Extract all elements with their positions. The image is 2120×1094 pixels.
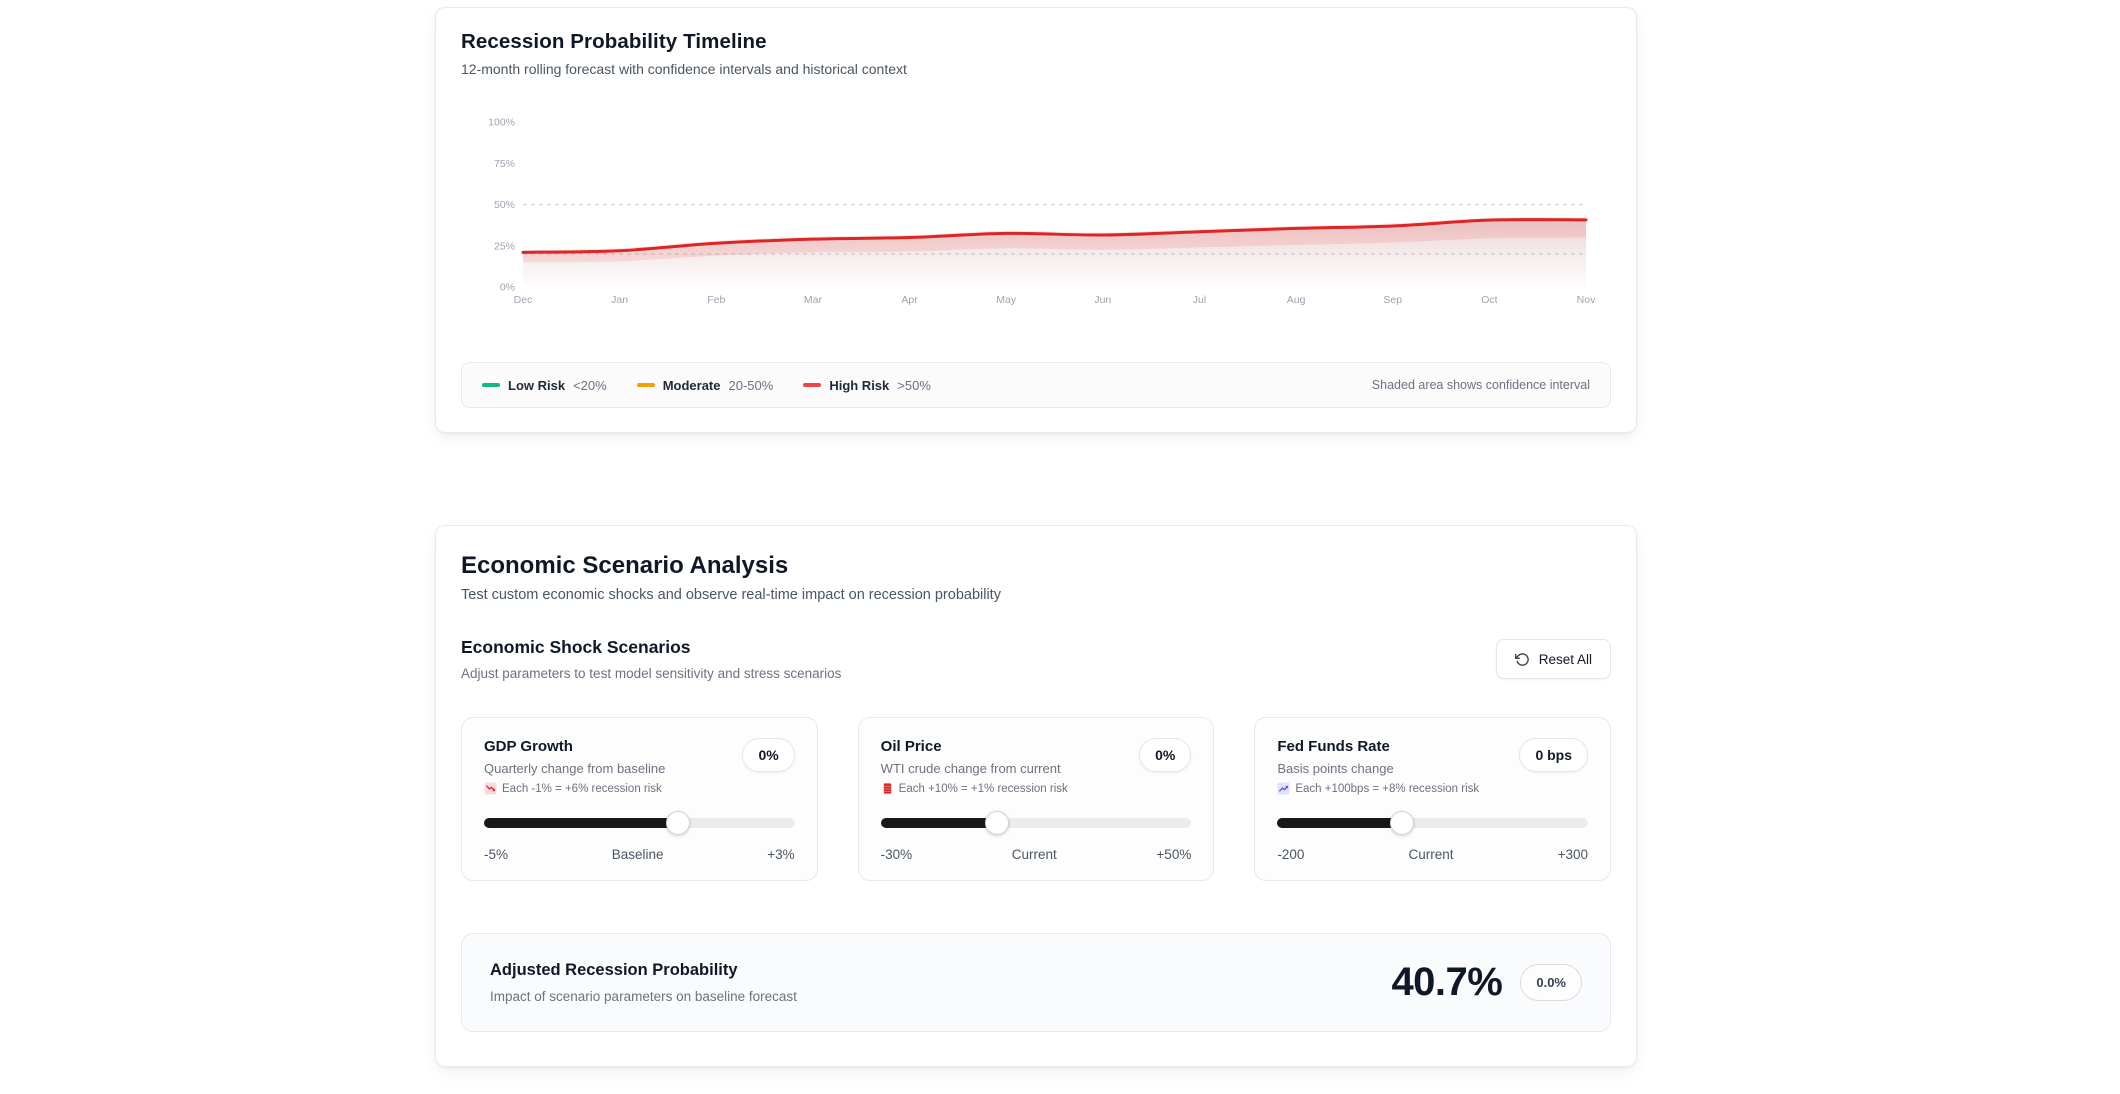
result-subtitle: Impact of scenario parameters on baselin… [490,989,797,1004]
legend-item-low-risk: Low Risk <20% [482,378,607,393]
slider-track[interactable] [1277,818,1589,828]
slider-card-oil-price: Oil Price WTI crude change from current … [857,717,1215,881]
svg-text:Mar: Mar [804,294,823,306]
timeline-subtitle: 12-month rolling forecast with confidenc… [461,61,907,77]
legend-range: >50% [897,377,931,393]
reset-all-label: Reset All [1538,651,1592,667]
slider-fill [1277,818,1402,828]
dashboard: Recession Probability Timeline 12-month … [435,7,1637,1067]
impact-text: Each -1% = +6% recession risk [502,782,662,795]
slider-impact: Each -1% = +6% recession risk [484,782,665,795]
slider-description: Basis points change [1277,761,1394,776]
scale-mid: Current [1408,847,1454,862]
timeline-title: Recession Probability Timeline [461,30,767,53]
svg-text:May: May [996,294,1017,306]
scale-mid: Current [1011,847,1057,862]
svg-text:0%: 0% [500,282,515,294]
slider-title: GDP Growth [484,738,573,755]
slider-title: Fed Funds Rate [1277,738,1390,755]
slider-fill [880,818,998,828]
legend-label: Moderate [662,377,721,393]
fed-slider[interactable] [1277,811,1589,835]
scale-mid: Baseline [611,847,664,862]
legend-range: <20% [573,377,607,393]
confidence-interval-note: Shaded area shows confidence interval [1371,378,1590,392]
scale-min: -30% [880,847,913,862]
legend-label: High Risk [829,377,890,393]
legend-item-high-risk: High Risk >50% [803,378,931,393]
reset-icon [1514,652,1529,666]
gdp-slider[interactable] [484,811,795,835]
chart-decreasing-icon [484,782,497,795]
chart-legend-bar: Low Risk <20% Moderate 20-50% High Risk … [461,362,1611,408]
fed-value-badge: 0 bps [1519,738,1589,772]
svg-text:Apr: Apr [901,294,918,306]
high-risk-dash-icon [803,383,822,387]
recession-probability-chart: 0% 25% 50% 75% 100% Dec Jan Feb Mar Apr May Jun Jul A… [488,117,1596,307]
slider-thumb[interactable] [666,811,691,835]
legend-range: 20-50% [728,377,774,393]
svg-text:50%: 50% [494,199,515,211]
slider-description: WTI crude change from current [880,761,1061,776]
slider-description: Quarterly change from baseline [484,761,666,776]
svg-text:Dec: Dec [514,294,533,306]
svg-text:Jul: Jul [1193,294,1206,306]
scale-min: -5% [484,847,509,862]
impact-text: Each +100bps = +8% recession risk [1295,782,1480,795]
oil-slider[interactable] [880,811,1192,835]
slider-card-gdp-growth: GDP Growth Quarterly change from baselin… [461,717,818,881]
svg-text:Jun: Jun [1094,294,1111,306]
scenario-card: Economic Scenario Analysis Test custom e… [435,525,1637,1067]
svg-text:100%: 100% [488,117,515,129]
scenario-subtitle: Test custom economic shocks and observe … [461,587,1001,603]
scenario-title: Economic Scenario Analysis [461,552,789,579]
section-title: Economic Shock Scenarios [461,637,691,657]
slider-title: Oil Price [880,738,942,755]
timeline-card: Recession Probability Timeline 12-month … [435,7,1637,433]
chart-area: 0% 25% 50% 75% 100% Dec Jan Feb Mar Apr May Jun Jul A… [461,107,1611,316]
scale-min: -200 [1277,847,1305,862]
svg-text:Feb: Feb [707,294,725,306]
low-risk-dash-icon [482,383,500,387]
scale-max: +50% [1156,847,1192,862]
gdp-value-badge: 0% [742,738,795,772]
slider-impact: Each +10% = +1% recession risk [881,782,1068,795]
section-subtitle: Adjust parameters to test model sensitiv… [461,666,842,681]
legend-item-moderate: Moderate 20-50% [636,377,774,393]
slider-thumb[interactable] [1389,811,1414,835]
svg-text:75%: 75% [494,158,515,170]
svg-text:Sep: Sep [1383,294,1402,306]
slider-thumb[interactable] [985,811,1010,835]
delta-badge: 0.0% [1520,964,1582,1001]
svg-text:Jan: Jan [611,294,628,306]
scale-max: +3% [767,847,795,862]
slider-track[interactable] [880,818,1192,828]
impact-text: Each +10% = +1% recession risk [898,782,1068,795]
chart-increasing-icon [1277,782,1290,795]
adjusted-probability-value: 40.7% [1391,960,1503,1004]
slider-fill [484,818,679,828]
shock-scenarios-header: Economic Shock Scenarios Adjust paramete… [461,637,841,681]
svg-text:Nov: Nov [1577,294,1596,306]
adjusted-probability-box: Adjusted Recession Probability Impact of… [461,933,1611,1032]
svg-text:25%: 25% [494,240,515,252]
scale-max: +300 [1557,847,1588,862]
oil-drum-icon [883,783,891,794]
moderate-dash-icon [636,383,655,387]
svg-text:Oct: Oct [1481,294,1497,306]
svg-text:Aug: Aug [1287,294,1306,306]
slider-card-fed-funds-rate: Fed Funds Rate Basis points change Each … [1254,717,1612,881]
reset-all-button[interactable]: Reset All [1495,639,1611,679]
legend-label: Low Risk [508,377,566,393]
slider-impact: Each +100bps = +8% recession risk [1277,782,1479,795]
oil-value-badge: 0% [1139,738,1192,772]
result-title: Adjusted Recession Probability [490,961,738,979]
